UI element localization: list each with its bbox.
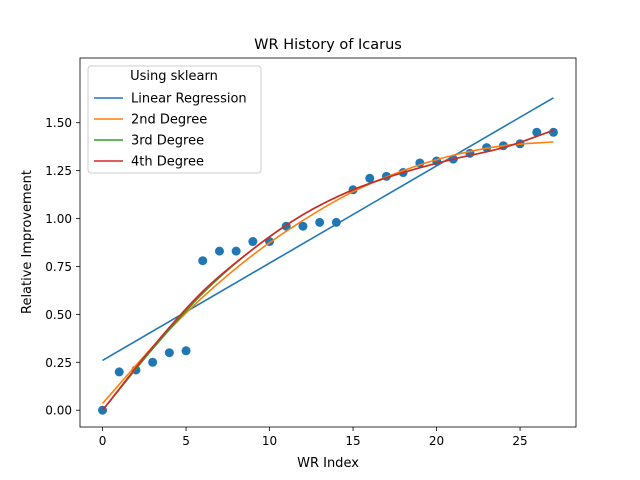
data-point — [298, 221, 308, 231]
y-tick-label: 0.50 — [45, 308, 72, 322]
x-tick-label: 15 — [345, 434, 360, 448]
series-line-linear-regression — [102, 97, 554, 362]
data-point — [198, 256, 208, 266]
data-point — [164, 348, 174, 358]
data-point — [231, 246, 241, 256]
legend-title: Using sklearn — [130, 69, 218, 84]
y-tick-label: 1.50 — [45, 116, 72, 130]
x-tick-label: 5 — [182, 434, 190, 448]
data-point — [114, 367, 124, 377]
axes-frame — [79, 57, 577, 428]
y-tick-label: 1.25 — [45, 164, 72, 178]
legend-label: 2nd Degree — [131, 113, 207, 128]
legend-label: 4th Degree — [131, 155, 204, 170]
data-point — [248, 237, 258, 247]
data-point — [548, 127, 558, 137]
legend: Using sklearn Linear Regression 2nd Degre… — [87, 65, 262, 174]
y-axis: 0.00 0.25 0.50 0.75 1.00 1.25 1.50 — [45, 116, 80, 418]
chart-title: WR History of Icarus — [254, 37, 402, 53]
y-tick-label: 0.00 — [45, 404, 72, 418]
data-point — [315, 217, 325, 227]
x-axis-label: WR Index — [297, 456, 359, 471]
x-tick-label: 10 — [262, 434, 277, 448]
y-tick-label: 0.75 — [45, 260, 72, 274]
y-tick-label: 1.00 — [45, 212, 72, 226]
data-point — [181, 346, 191, 356]
data-point — [365, 173, 375, 183]
data-point — [214, 246, 224, 256]
x-tick-label: 20 — [429, 434, 444, 448]
x-tick-label: 25 — [512, 434, 527, 448]
legend-entries: Linear Regression 2nd Degree 3rd Degree 4th… — [94, 92, 247, 170]
legend-label: Linear Regression — [131, 92, 247, 107]
plot-content — [98, 97, 558, 415]
x-axis: 0 5 10 15 20 25 — [99, 427, 528, 448]
legend-box — [87, 65, 262, 174]
legend-label: 3rd Degree — [131, 134, 204, 149]
y-tick-label: 0.25 — [45, 356, 72, 370]
series-line-4th-degree — [101, 129, 554, 411]
y-axis-label: Relative Improvement — [20, 170, 35, 314]
data-point — [532, 127, 542, 137]
x-tick-label: 0 — [99, 434, 107, 448]
data-point — [148, 357, 158, 367]
